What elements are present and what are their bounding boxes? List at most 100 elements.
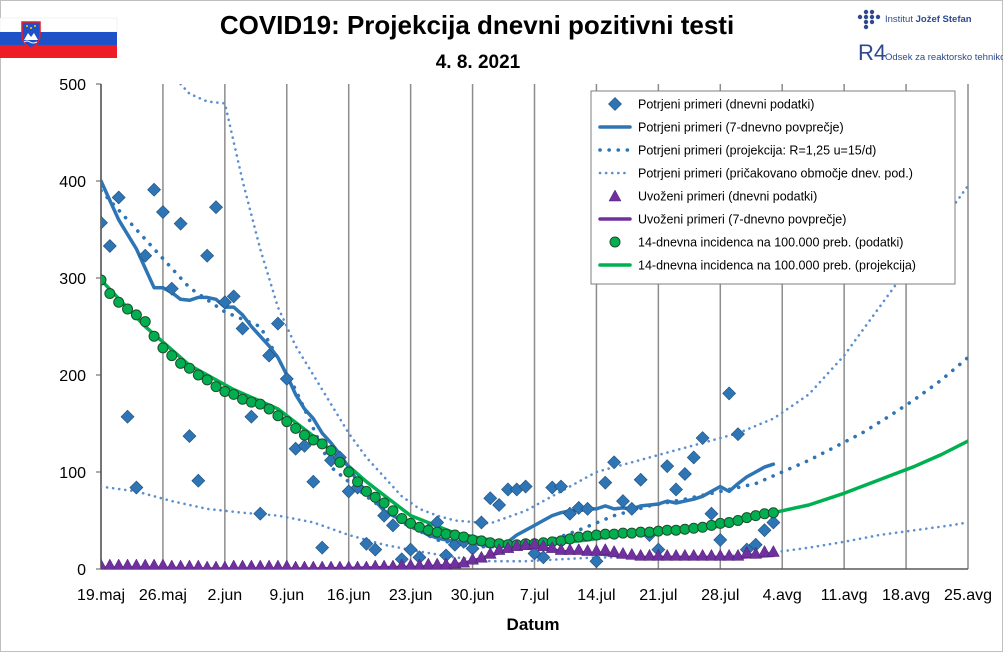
confirmed-daily-point (483, 491, 498, 506)
flag-stripe-red (0, 45, 117, 58)
confirmed-daily-point (386, 518, 400, 533)
incidence-data-point (325, 445, 337, 457)
imported-daily-point (660, 548, 674, 561)
imported-daily-point (705, 548, 718, 561)
incidence-data-point (705, 519, 717, 531)
confirmed-daily-point (731, 427, 745, 442)
confirmed-daily-point (209, 200, 223, 215)
x-tick-label: 30.jun (451, 587, 495, 604)
incidence-data-point (723, 516, 735, 528)
imported-daily-point (352, 560, 363, 569)
confirmed-daily-point (633, 472, 648, 487)
imported-daily-point (554, 543, 568, 555)
y-tick-label: 200 (59, 368, 86, 385)
legend-label: Potrjeni primeri (projekcija: R=1,25 u=1… (638, 144, 876, 158)
imported-daily-point (184, 559, 195, 569)
chart-date: 4. 8. 2021 (436, 52, 521, 73)
series-layer (101, 84, 968, 569)
imported-daily-point (590, 543, 603, 556)
department-name: Odsek za reaktorsko tehniko (885, 52, 1003, 63)
imported-daily-point (448, 556, 462, 569)
incidence-data-point (228, 388, 240, 400)
confirmed-daily-point (306, 474, 321, 489)
legend-marker-circle (609, 236, 621, 248)
confirmed-daily-point (120, 409, 135, 424)
legend-label: Uvoženi primeri (dnevni podatki) (638, 190, 817, 204)
confirmed-daily-point (722, 386, 737, 401)
imported-daily-point (121, 558, 134, 569)
imported-daily-point (430, 557, 444, 569)
imported-daily-point (536, 539, 550, 551)
confirmed-daily-point (191, 473, 206, 488)
incidence-data-point (201, 374, 213, 386)
imported-daily-point (687, 548, 701, 561)
confirmed-daily-point (173, 216, 188, 231)
confirmed-daily-point (695, 431, 710, 445)
imported-daily-point (139, 558, 151, 569)
x-tick-label: 14.jul (577, 587, 615, 604)
confirmed-daily-point (589, 554, 604, 569)
x-tick-label: 19.maj (77, 587, 125, 604)
incidence-data-point (564, 533, 576, 545)
incidence-data-point (334, 456, 346, 468)
legend-marker-triangle (608, 189, 622, 202)
imported-daily-point (404, 558, 417, 569)
imported-daily-point (581, 543, 595, 556)
imported-daily-point (308, 560, 318, 569)
incidence-data-point (104, 288, 116, 300)
confirmed-daily-point (713, 532, 728, 547)
incidence-data-point (378, 497, 390, 509)
incidence-data-point (139, 316, 151, 328)
x-axis-label: Datum (507, 615, 560, 634)
x-tick-label: 21.jul (639, 587, 677, 604)
imported-daily-point (246, 559, 257, 569)
confirmed-daily-point (200, 248, 215, 263)
r4-logo-mark: R4 (858, 40, 886, 65)
incidence-data-point (210, 381, 222, 393)
y-tick-label: 500 (59, 77, 86, 94)
confirmed-daily-point (279, 371, 294, 386)
y-tick-label: 0 (77, 562, 86, 579)
incidence-data-point (316, 438, 328, 450)
imported-daily-point (130, 558, 143, 569)
incidence-data-point (290, 422, 302, 434)
confirmed-daily-point (616, 494, 630, 509)
incidence-data-point (263, 403, 275, 415)
confirmed-daily-point (607, 455, 622, 470)
confirmed-daily-point (518, 479, 533, 494)
incidence-data-point (369, 491, 381, 503)
incidence-data-point (101, 274, 107, 286)
x-tick-label: 9.jun (269, 587, 304, 604)
imported-daily-point (758, 544, 771, 557)
confirmed-daily-point (111, 190, 126, 205)
imported-daily-point (651, 548, 665, 561)
ijs-dots-icon (857, 9, 881, 30)
confirmed-7day-average-line (101, 179, 776, 549)
imported-daily-point (722, 548, 736, 561)
confirmed-daily-point (101, 215, 108, 230)
incidence-data-point (431, 526, 443, 538)
incidence-data-point (245, 396, 257, 408)
x-tick-label: 7.jul (520, 587, 549, 604)
imported-daily-point (519, 538, 533, 550)
confirmed-daily-point (297, 438, 312, 453)
confirmed-daily-point (562, 506, 577, 521)
x-tick-label: 28.jul (701, 587, 739, 604)
legend-label: 14-dnevna incidenca na 100.000 preb. (pr… (638, 259, 916, 273)
confirmed-daily-point (315, 540, 330, 555)
imported-daily-point (607, 544, 621, 557)
chart-title: COVID19: Projekcija dnevni pozitivni tes… (220, 10, 734, 40)
imported-daily-point (643, 548, 656, 561)
incidence-data-point (475, 535, 487, 547)
imported-daily-point (237, 559, 248, 569)
imported-daily-point (104, 558, 116, 569)
incidence-data-point (130, 309, 142, 321)
imported-daily-point (211, 560, 221, 569)
imported-daily-point (501, 541, 515, 553)
imported-daily-point (112, 558, 125, 569)
confirmed-daily-point (271, 316, 285, 331)
confirmed-daily-point (660, 459, 675, 474)
imported-daily-point (290, 560, 301, 569)
confirmed-daily-point (677, 467, 692, 481)
